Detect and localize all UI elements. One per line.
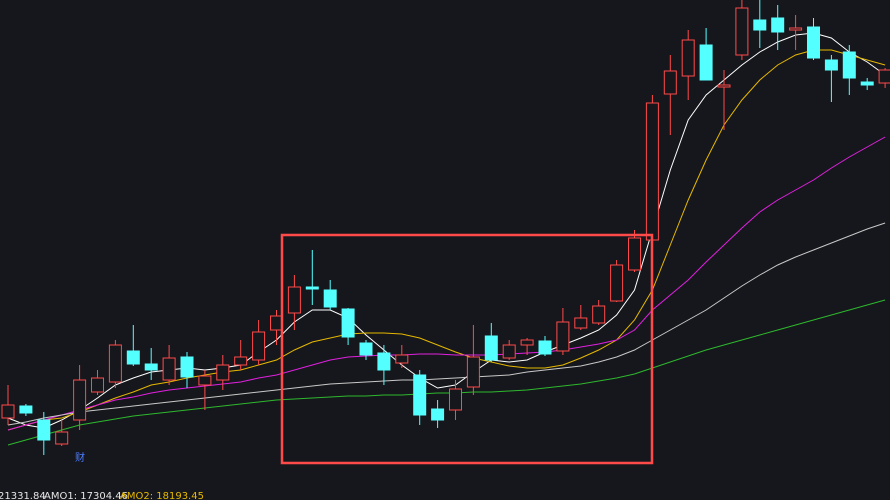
- candle-body: [717, 84, 731, 88]
- ma-lines: [7, 32, 886, 446]
- candle-body: [341, 308, 355, 338]
- candle-body: [91, 377, 104, 393]
- candle-body: [216, 364, 230, 381]
- candle-body: [807, 26, 820, 59]
- footer-amo2: AMO2: 18193.45: [120, 491, 204, 500]
- candle-body: [287, 286, 301, 314]
- candle-body: [842, 51, 856, 79]
- candle-body: [628, 237, 641, 271]
- candle-body: [645, 102, 659, 241]
- footer-value: 21331.84: [0, 491, 46, 500]
- ma-line: [7, 222, 886, 426]
- candles: [1, 0, 890, 455]
- candle-body: [484, 335, 498, 361]
- candle-body: [413, 374, 427, 416]
- candle-body: [753, 19, 767, 31]
- candle-body: [1, 404, 15, 419]
- candle-body: [359, 342, 373, 356]
- candle-body: [663, 70, 677, 95]
- candle-body: [431, 408, 445, 421]
- candle-body: [610, 264, 624, 302]
- candle-body: [270, 315, 283, 331]
- footer-amo1: AMO1: 17304.46: [44, 491, 128, 500]
- candle-body: [323, 289, 337, 308]
- candle-body: [162, 357, 176, 381]
- candle-body: [502, 344, 516, 359]
- ma-line: [7, 299, 886, 446]
- candle-body: [19, 405, 33, 414]
- ma-line: [7, 136, 886, 431]
- candle-body: [73, 379, 87, 421]
- candle-body: [538, 340, 552, 355]
- candle-body: [198, 375, 212, 386]
- candle-body: [699, 44, 713, 81]
- candle-body: [126, 350, 140, 365]
- candle-body: [860, 81, 874, 86]
- candle-body: [771, 17, 785, 33]
- candle-body: [305, 286, 319, 290]
- candle-body: [789, 27, 803, 31]
- candle-body: [180, 356, 194, 378]
- candle-body: [520, 339, 534, 346]
- candle-body: [735, 7, 749, 56]
- candle-body: [108, 344, 122, 383]
- candle-body: [55, 431, 69, 445]
- candle-body: [144, 363, 158, 371]
- candle-body: [449, 388, 462, 411]
- candle-body: [878, 69, 890, 84]
- highlight-box: [280, 233, 654, 465]
- candle-body: [37, 419, 51, 441]
- candle-body: [574, 317, 588, 329]
- ma-line: [7, 49, 886, 431]
- candle-body: [556, 321, 570, 352]
- event-marker: 财: [75, 451, 85, 464]
- candle-body: [681, 39, 695, 77]
- candle-body: [592, 305, 606, 324]
- candle-body: [252, 331, 266, 361]
- ma-line: [7, 32, 886, 429]
- candle-body: [466, 356, 480, 388]
- candle-body: [377, 352, 391, 371]
- candle-body: [234, 356, 248, 366]
- candle-body: [824, 59, 838, 71]
- candle-body: [395, 354, 409, 364]
